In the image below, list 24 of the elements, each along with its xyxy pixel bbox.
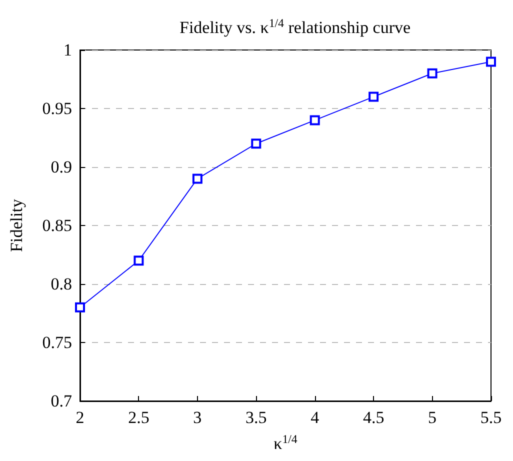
point [192, 174, 202, 184]
y-tick-label: 0.7 [50, 392, 72, 410]
point [427, 68, 438, 78]
y-tick-label: 0.8 [50, 274, 72, 294]
x-tick-label: 3.5 [246, 408, 267, 427]
x-tick-label: 3 [193, 408, 202, 427]
point [368, 92, 379, 102]
y-tick-label: 0.9 [50, 158, 72, 176]
point [134, 256, 144, 266]
x-tick-label: 5.5 [480, 408, 502, 427]
point [310, 115, 320, 126]
point [75, 302, 85, 312]
x-tick-label: 4 [310, 408, 320, 427]
x-tick-label: 2 [76, 408, 84, 427]
y-tick-label: 1 [64, 40, 72, 60]
y-tick-label: 0.85 [42, 216, 72, 235]
x-tick-label: 4.5 [362, 408, 384, 427]
point [486, 56, 496, 67]
y-axis-title: Fidelity [7, 198, 26, 252]
y-tick-label: 0.95 [42, 99, 72, 118]
point [251, 138, 262, 149]
x-tick-label: 2.5 [128, 408, 150, 427]
x-tick-label: 5 [428, 408, 437, 427]
y-tick-label: 0.75 [42, 333, 72, 352]
